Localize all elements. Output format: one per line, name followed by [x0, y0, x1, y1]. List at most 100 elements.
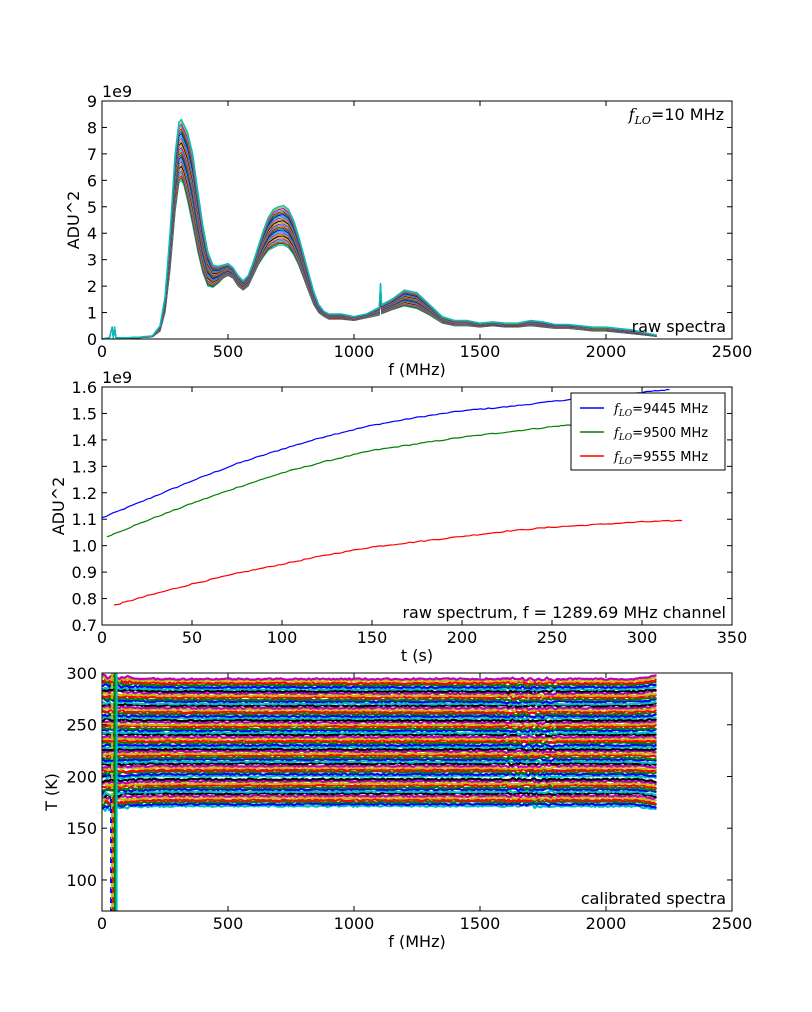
y-tick-label: 4	[87, 224, 97, 243]
x-tick-label: 2500	[712, 342, 753, 361]
spectrum-line	[102, 685, 657, 692]
p2-xlabel: t (s)	[401, 646, 433, 665]
x-tick-label: 300	[627, 628, 658, 647]
spectrum-line	[102, 693, 657, 701]
p1-annotation-raw: raw spectra	[632, 317, 726, 336]
spectrum-line	[102, 708, 657, 716]
x-tick-label: 0	[97, 628, 107, 647]
spectrum-line	[102, 710, 657, 717]
y-tick-label: 0.8	[72, 590, 97, 609]
x-tick-label: 500	[213, 914, 244, 933]
x-tick-label: 2000	[586, 342, 627, 361]
y-tick-label: 2	[87, 277, 97, 296]
panel-calibrated-spectra: 0 500 1000 1500 2000 2500 100 150 200 250 300 f (M…	[42, 664, 752, 951]
panel-time-series: 0 50 100 150 200 250 300 350 0.7 0.8 0.9 1.0 1.1 1.2 1…	[49, 368, 747, 665]
p1-annotation-flo: fLO=10 MHz	[628, 105, 724, 127]
spectrum-line	[102, 748, 657, 755]
y-tick-label: 0.9	[72, 563, 97, 582]
spectrum-line	[102, 728, 657, 734]
y-tick-label: 1	[87, 304, 97, 323]
p2-ylabel: ADU^2	[49, 477, 68, 536]
x-tick-label: 2500	[712, 914, 753, 933]
y-tick-label: 0	[87, 330, 97, 349]
y-tick-label: 250	[66, 716, 97, 735]
p3-plot-area	[102, 673, 657, 911]
spectrum-line	[102, 691, 657, 698]
spectrum-line	[102, 673, 657, 682]
y-tick-label: 1.3	[72, 457, 97, 476]
legend-text: =9555 MHz	[632, 450, 708, 465]
y-tick-label: 7	[87, 145, 97, 164]
spectrum-line	[102, 742, 657, 749]
spectrum-line	[102, 730, 657, 736]
spectrum-line	[102, 790, 657, 799]
spectrum-line	[102, 787, 657, 794]
legend-subscript: LO	[618, 409, 633, 419]
legend-symbol: f	[613, 450, 621, 465]
spectrum-line	[102, 734, 657, 740]
spectrum-line	[102, 717, 657, 724]
legend-text: =9445 MHz	[632, 402, 708, 417]
spectrum-line	[102, 719, 657, 726]
p2-annotation: raw spectrum, f = 1289.69 MHz channel	[402, 603, 726, 622]
y-tick-label: 1.1	[72, 510, 97, 529]
y-tick-label: 1.4	[72, 431, 97, 450]
y-tick-label: 1.2	[72, 484, 97, 503]
spectrum-line	[102, 767, 657, 774]
p2-exponent-label: 1e9	[102, 368, 132, 387]
legend-symbol: f	[613, 426, 621, 441]
spectrum-line	[102, 752, 657, 759]
p3-xlabel: f (MHz)	[388, 932, 445, 951]
spectrum-line	[102, 722, 657, 728]
x-tick-label: 100	[267, 628, 298, 647]
spectrum-line	[102, 776, 657, 784]
spectrum-line	[102, 763, 657, 770]
spectrum-line	[102, 792, 657, 800]
spectrum-line	[102, 750, 657, 757]
y-tick-label: 150	[66, 819, 97, 838]
legend-label: fLO=9555 MHz	[613, 450, 708, 467]
spectrum-line	[102, 797, 657, 805]
y-tick-label: 1.0	[72, 537, 97, 556]
spectrum-line	[102, 781, 657, 788]
spectrum-line	[102, 687, 657, 695]
y-tick-label: 1.6	[72, 378, 97, 397]
spectrum-line	[102, 754, 657, 761]
y-tick-label: 100	[66, 871, 97, 890]
x-tick-label: 350	[717, 628, 748, 647]
x-tick-label: 200	[447, 628, 478, 647]
p1-exponent-label: 1e9	[102, 82, 132, 101]
p1-flo-text: =10 MHz	[651, 105, 724, 124]
p1-flo-symbol: f	[628, 105, 638, 124]
x-tick-label: 150	[357, 628, 388, 647]
spectrum-line	[102, 744, 657, 750]
spectrum-line	[102, 688, 657, 696]
spectrum-line	[102, 756, 657, 763]
legend-label: fLO=9445 MHz	[613, 402, 708, 419]
p3-annotation: calibrated spectra	[581, 889, 726, 908]
x-tick-label: 0	[97, 914, 107, 933]
y-tick-label: 0.7	[72, 616, 97, 635]
spectrum-line	[102, 700, 657, 707]
y-tick-label: 9	[87, 92, 97, 111]
p1-frame	[101, 100, 733, 340]
p3-frame	[101, 672, 733, 912]
p3-axes: 0 500 1000 1500 2000 2500 100 150 200 250 300	[66, 664, 752, 933]
p1-flo-subscript: LO	[634, 114, 651, 127]
spectrum-line	[102, 704, 657, 712]
spectrum-line	[102, 758, 657, 765]
p1-xlabel: f (MHz)	[388, 360, 445, 379]
x-tick-label: 50	[182, 628, 202, 647]
y-tick-label: 5	[87, 198, 97, 217]
x-tick-label: 2000	[586, 914, 627, 933]
legend-subscript: LO	[618, 457, 633, 467]
series-line-2	[113, 519, 683, 606]
legend-text: =9500 MHz	[632, 426, 708, 441]
spectrum-line	[102, 778, 657, 786]
y-tick-label: 200	[66, 767, 97, 786]
spectrum-line	[102, 784, 657, 792]
